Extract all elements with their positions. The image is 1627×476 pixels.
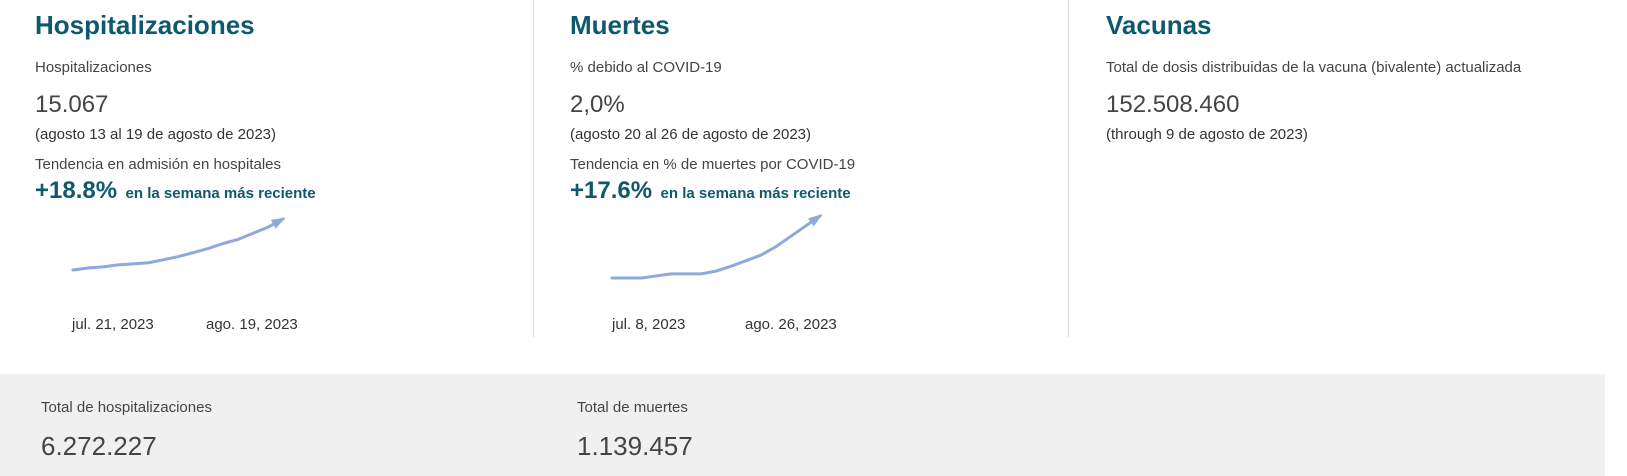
hospitalizations-sparkline-point-13 xyxy=(267,226,269,228)
hospitalizations-sparkline-point-9 xyxy=(207,247,209,250)
hospitalizations-sparkline-point-0 xyxy=(72,269,74,271)
hospitalizations-sparkline-point-8 xyxy=(192,251,194,254)
deaths-sparkline-point-0 xyxy=(611,277,613,279)
hospitalizations-x-tick-start: jul. 21, 2023 xyxy=(72,316,154,333)
deaths-date-range: (agosto 20 al 26 de agosto de 2023) xyxy=(570,126,812,143)
total-hospitalizations-value: 6.272.227 xyxy=(41,431,157,461)
vaccines-subtitle: Total de dosis distribuidas de la vacuna… xyxy=(1106,59,1522,76)
hospitalizations-date-range: (agosto 13 al 19 de agosto de 2023) xyxy=(35,126,277,143)
hospitalizations-value: 15.067 xyxy=(35,91,109,118)
deaths-x-tick-start: jul. 8, 2023 xyxy=(612,316,686,333)
deaths-sparkline-point-1 xyxy=(626,277,628,279)
deaths-sparkline-point-7 xyxy=(715,270,717,272)
hospitalizations-sparkline-point-10 xyxy=(222,242,224,245)
hospitalizations-sparkline-point-3 xyxy=(117,264,119,266)
deaths-trend: +17.6% en la semana más reciente xyxy=(570,177,851,205)
hospitalizations-trend-text: en la semana más reciente xyxy=(125,185,316,202)
column-divider xyxy=(533,0,534,337)
deaths-trend-pct: +17.6% xyxy=(570,177,653,204)
hospitalizations-sparkline-point-6 xyxy=(162,259,164,261)
total-deaths-value: 1.139.457 xyxy=(577,431,693,461)
vaccines-title: Vacunas xyxy=(1106,10,1212,40)
deaths-sparkline-point-8 xyxy=(730,265,732,268)
vaccines-date-range: (through 9 de agosto de 2023) xyxy=(1106,126,1308,143)
deaths-sparkline-point-13 xyxy=(804,225,806,228)
deaths-trend-label: Tendencia en % de muertes por COVID-19 xyxy=(570,156,856,173)
hospitalizations-card: Hospitalizaciones Hospitalizaciones 15.0… xyxy=(35,0,533,337)
column-divider xyxy=(1068,0,1069,337)
deaths-sparkline-point-9 xyxy=(744,260,747,262)
deaths-sparkline-point-12 xyxy=(789,235,792,238)
totals-panel: Total de hospitalizaciones 6.272.227 Tot… xyxy=(0,374,1605,476)
total-hospitalizations-label: Total de hospitalizaciones xyxy=(41,399,212,416)
hospitalizations-x-tick-end: ago. 19, 2023 xyxy=(206,316,298,333)
deaths-sparkline-point-6 xyxy=(700,273,702,275)
deaths-value: 2,0% xyxy=(570,91,625,118)
hospitalizations-trend: +18.8% en la semana más reciente xyxy=(35,177,316,205)
metrics-top-section: Hospitalizaciones Hospitalizaciones 15.0… xyxy=(35,0,1606,337)
hospitalizations-sparkline xyxy=(71,217,286,272)
hospitalizations-sparkline-arrow-head xyxy=(270,217,286,229)
deaths-sparkline-point-4 xyxy=(670,273,673,275)
deaths-sparkline-point-11 xyxy=(774,246,777,248)
total-deaths-label: Total de muertes xyxy=(577,399,688,416)
deaths-card: Muertes % debido al COVID-19 2,0% (agost… xyxy=(570,0,1068,337)
deaths-sparkline-point-5 xyxy=(685,273,688,275)
hospitalizations-sparkline-series-line xyxy=(71,217,285,272)
deaths-trend-text: en la semana más reciente xyxy=(660,185,851,202)
deaths-sparkline-point-2 xyxy=(640,277,643,279)
vaccines-value: 152.508.460 xyxy=(1106,91,1240,118)
deaths-title: Muertes xyxy=(570,10,670,40)
deaths-sparkline xyxy=(610,214,823,280)
deaths-sparkline-point-10 xyxy=(759,254,762,257)
hospitalizations-sparkline-point-4 xyxy=(132,263,134,265)
deaths-sparkline-arrow-head xyxy=(808,214,823,227)
hospitalizations-trend-label: Tendencia en admisión en hospitales xyxy=(35,156,281,173)
hospitalizations-sparkline-point-7 xyxy=(177,255,179,258)
vaccines-card: Vacunas Total de dosis distribuidas de l… xyxy=(1106,0,1606,337)
hospitalizations-sparkline-point-5 xyxy=(147,262,149,264)
hospitalizations-title: Hospitalizaciones xyxy=(35,10,255,40)
deaths-sparkline-series-line xyxy=(610,214,822,280)
hospitalizations-subtitle: Hospitalizaciones xyxy=(35,59,152,76)
deaths-x-tick-end: ago. 26, 2023 xyxy=(745,316,837,333)
hospitalizations-trend-pct: +18.8% xyxy=(35,177,118,204)
hospitalizations-sparkline-point-2 xyxy=(102,266,104,268)
hospitalizations-sparkline-point-11 xyxy=(237,238,239,241)
deaths-sparkline-point-3 xyxy=(655,275,658,277)
hospitalizations-sparkline-point-1 xyxy=(87,267,89,269)
hospitalizations-sparkline-point-12 xyxy=(252,232,254,235)
deaths-subtitle: % debido al COVID-19 xyxy=(570,59,722,76)
